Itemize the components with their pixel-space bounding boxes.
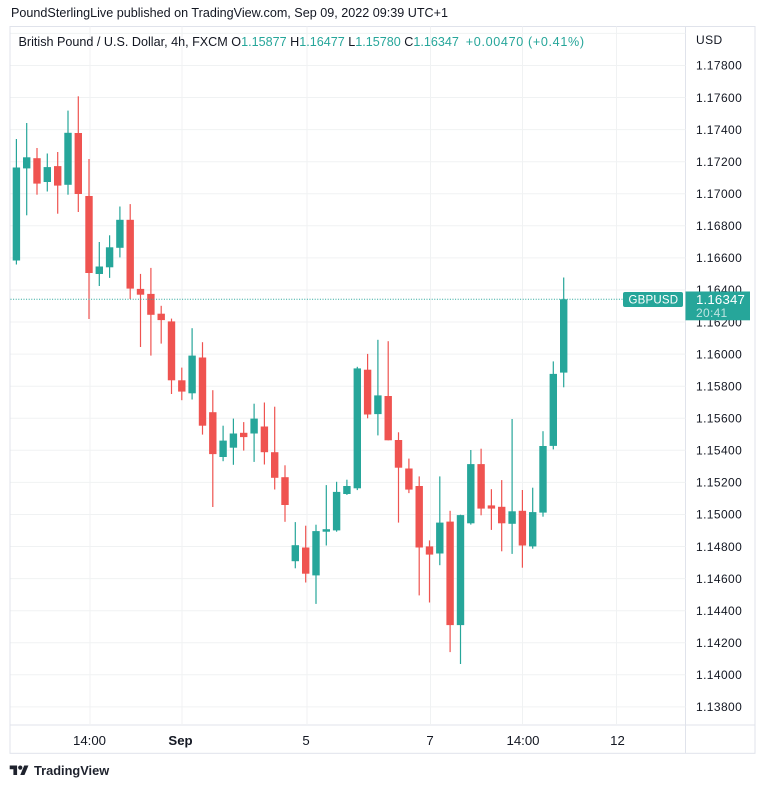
svg-text:5: 5 — [302, 733, 309, 748]
svg-text:1.17000: 1.17000 — [696, 187, 742, 201]
svg-text:1.16000: 1.16000 — [696, 347, 742, 361]
svg-text:+0.00470 (+0.41%): +0.00470 (+0.41%) — [466, 35, 585, 49]
svg-text:Sep: Sep — [168, 733, 192, 748]
svg-text:USD: USD — [696, 33, 723, 47]
svg-text:1.13800: 1.13800 — [696, 700, 742, 714]
svg-text:1.15800: 1.15800 — [696, 379, 742, 393]
svg-text:1.14000: 1.14000 — [696, 668, 742, 682]
svg-text:1.16347: 1.16347 — [696, 292, 745, 307]
svg-text:14:00: 14:00 — [73, 733, 106, 748]
svg-text:20:41: 20:41 — [696, 306, 728, 320]
svg-text:1.17800: 1.17800 — [696, 59, 742, 73]
svg-text:1.14200: 1.14200 — [696, 636, 742, 650]
svg-text:GBPUSD: GBPUSD — [629, 295, 679, 307]
svg-text:12: 12 — [610, 733, 625, 748]
svg-text:1.14800: 1.14800 — [696, 540, 742, 554]
svg-text:1.15400: 1.15400 — [696, 444, 742, 458]
svg-text:PoundSterlingLive published on: PoundSterlingLive published on TradingVi… — [11, 6, 448, 20]
svg-text:1.17600: 1.17600 — [696, 91, 742, 105]
svg-text:British Pound / U.S. Dollar, 4: British Pound / U.S. Dollar, 4h, FXCM O1… — [19, 35, 459, 49]
svg-text:1.17200: 1.17200 — [696, 155, 742, 169]
svg-text:1.15200: 1.15200 — [696, 476, 742, 490]
svg-text:1.15000: 1.15000 — [696, 508, 742, 522]
svg-text:1.15600: 1.15600 — [696, 412, 742, 426]
svg-text:1.14400: 1.14400 — [696, 604, 742, 618]
svg-text:7: 7 — [426, 733, 433, 748]
svg-text:14:00: 14:00 — [506, 733, 539, 748]
svg-text:1.16800: 1.16800 — [696, 219, 742, 233]
svg-text:1.14600: 1.14600 — [696, 572, 742, 586]
svg-text:TradingView: TradingView — [34, 763, 109, 778]
svg-text:1.17400: 1.17400 — [696, 123, 742, 137]
svg-text:1.16600: 1.16600 — [696, 251, 742, 265]
